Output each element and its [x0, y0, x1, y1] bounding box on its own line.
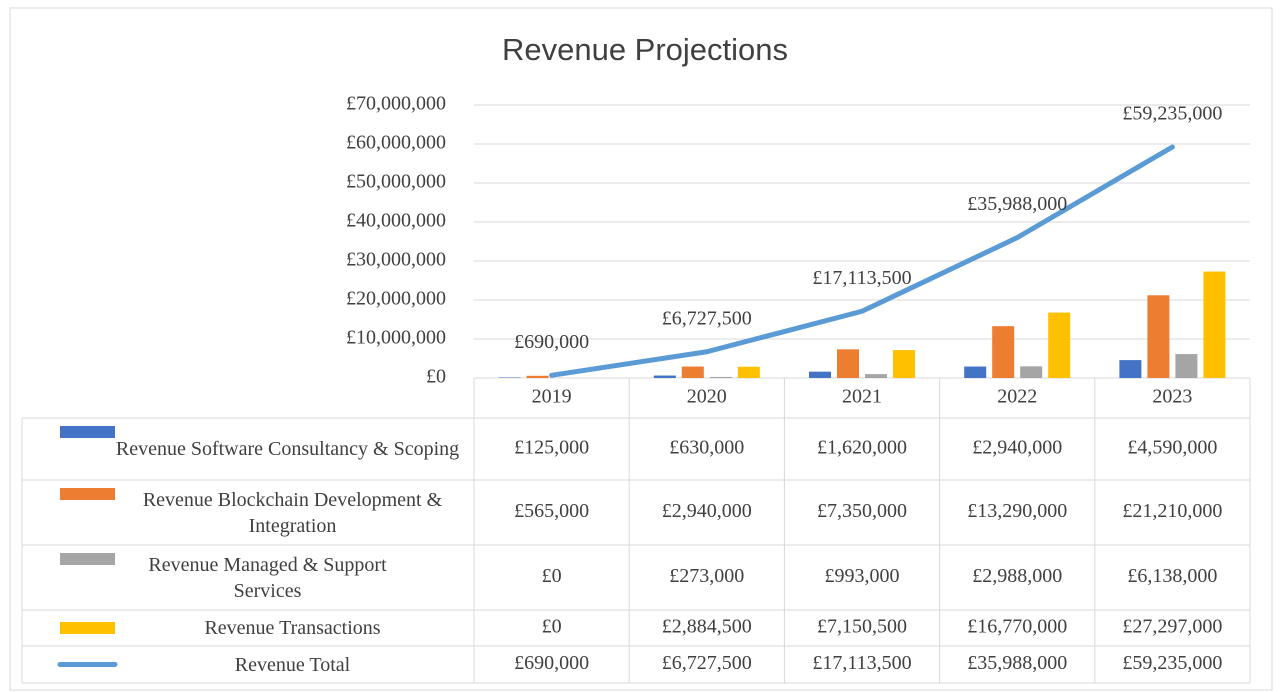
table-cell: £7,350,000 — [817, 500, 907, 522]
legend-label: Revenue Software Consultancy & Scoping — [115, 438, 460, 460]
bar — [526, 375, 549, 378]
table-cell: £59,235,000 — [1122, 652, 1222, 674]
bar — [709, 376, 732, 378]
bar — [1203, 271, 1226, 378]
bar — [1048, 312, 1071, 378]
table-cell: £21,210,000 — [1122, 500, 1222, 522]
data-label: £59,235,000 — [1122, 103, 1222, 125]
table-cell: £27,297,000 — [1122, 616, 1222, 638]
y-tick-label: £0 — [426, 366, 446, 388]
legend-label: Revenue Managed & Support Services — [148, 553, 387, 602]
table-cell: £993,000 — [825, 565, 900, 587]
table-cell: £690,000 — [514, 652, 589, 674]
y-tick-label: £20,000,000 — [346, 288, 446, 310]
table-cell: £565,000 — [514, 500, 589, 522]
bar — [992, 326, 1015, 378]
table-cell: £630,000 — [669, 437, 744, 459]
bar — [809, 371, 831, 378]
legend-label: Revenue Total — [234, 653, 351, 676]
x-tick-label: 2019 — [532, 386, 572, 408]
table-cell: £35,988,000 — [967, 652, 1067, 674]
table-cell: £273,000 — [669, 565, 744, 587]
table-cell: £7,150,500 — [817, 616, 907, 638]
bar — [1119, 360, 1142, 378]
x-tick-label: 2021 — [842, 386, 882, 408]
legend-key — [60, 426, 115, 438]
bar — [964, 366, 987, 378]
y-tick-label: £10,000,000 — [346, 327, 446, 349]
chart-title: Revenue Projections — [502, 32, 788, 67]
legend-key — [60, 488, 115, 500]
table-cell: £2,940,000 — [972, 437, 1062, 459]
bar — [1020, 366, 1043, 378]
table-cell: £4,590,000 — [1127, 437, 1217, 459]
table-cell: £17,113,500 — [812, 652, 911, 674]
legend-label-box: Revenue Transactions — [204, 617, 381, 639]
x-tick-label: 2023 — [1152, 386, 1192, 408]
table-cell: £6,727,500 — [662, 652, 752, 674]
table-cell: £1,620,000 — [817, 437, 907, 459]
table-cell: £0 — [542, 616, 562, 638]
legend-label-box: Revenue Managed & Support Services — [148, 553, 387, 602]
x-tick-label: 2020 — [687, 386, 727, 408]
table-cell: £6,138,000 — [1127, 565, 1217, 587]
table-cell: £16,770,000 — [967, 616, 1067, 638]
legend-key — [60, 553, 115, 565]
legend-label: Revenue Blockchain Development & Integra… — [142, 488, 443, 537]
y-tick-label: £50,000,000 — [346, 171, 446, 193]
y-tick-label: £40,000,000 — [346, 210, 446, 232]
legend-key — [60, 622, 115, 634]
table-cell: £2,884,500 — [662, 616, 752, 638]
y-tick-label: £70,000,000 — [346, 93, 446, 115]
bar — [737, 366, 760, 378]
legend-label-box: Revenue Software Consultancy & Scoping — [115, 438, 460, 460]
bar — [653, 375, 676, 378]
legend-label-box: Revenue Blockchain Development & Integra… — [142, 488, 443, 537]
x-tick-label: 2022 — [997, 386, 1037, 408]
legend-label-box: Revenue Total — [234, 653, 351, 676]
data-label: £6,727,500 — [662, 307, 752, 329]
line-series — [549, 144, 1175, 378]
y-tick-label: £30,000,000 — [346, 249, 446, 271]
data-label: £690,000 — [514, 331, 589, 353]
table-cell: £125,000 — [514, 437, 589, 459]
legend-label: Revenue Transactions — [204, 617, 381, 639]
y-tick-label: £60,000,000 — [346, 132, 446, 154]
bar — [1147, 295, 1170, 378]
table-cell: £2,940,000 — [662, 500, 752, 522]
bar — [681, 366, 704, 378]
bar — [837, 349, 859, 378]
table-cell: £2,988,000 — [972, 565, 1062, 587]
table-cell: £13,290,000 — [967, 500, 1067, 522]
bar — [893, 350, 915, 378]
data-label: £35,988,000 — [967, 193, 1067, 215]
bar — [865, 374, 887, 378]
bar — [1175, 354, 1198, 378]
table-cell: £0 — [542, 565, 562, 587]
data-label: £17,113,500 — [812, 267, 911, 289]
